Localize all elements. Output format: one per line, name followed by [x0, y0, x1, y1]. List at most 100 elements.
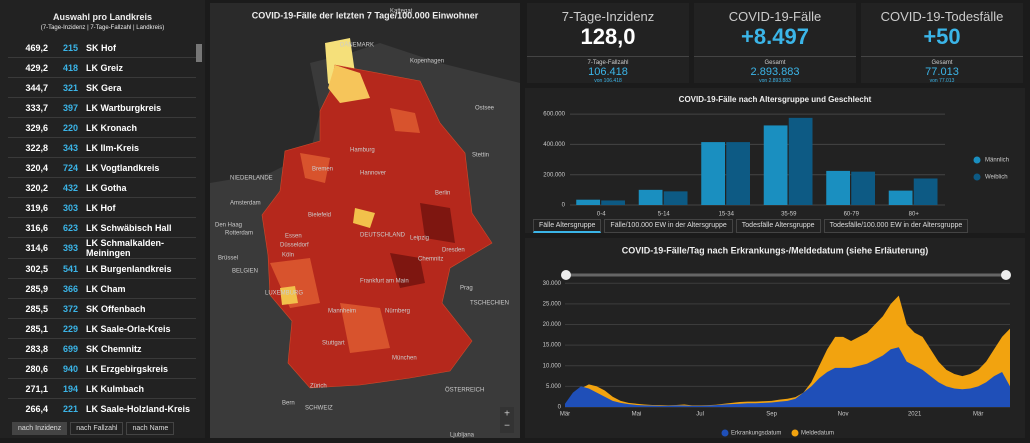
incidence: 429,2: [25, 62, 48, 73]
zoom-out[interactable]: −: [504, 421, 510, 432]
map: COVID-19-Fälle der letzten 7 Tage/100.00…: [210, 3, 520, 438]
bar: [826, 170, 850, 205]
incidence: 469,2: [25, 42, 48, 53]
district: SK Hof: [86, 42, 116, 53]
slider-handle[interactable]: [1001, 270, 1011, 280]
tab[interactable]: nach Fallzahl: [70, 422, 124, 435]
place-label: Den Haag: [215, 223, 242, 229]
tab[interactable]: Todesfälle/100.000 EW in der Altersgrupp…: [823, 219, 969, 233]
district: LK Schmalkalden-Meiningen: [86, 238, 165, 258]
kpi-card: COVID-19-Fälle +8.497 Gesamt 2.893.883 von 2…: [694, 3, 856, 84]
list-row[interactable]: 344,7 321 SK Gera: [8, 78, 196, 98]
list-row[interactable]: 320,4 724 LK Vogtlandkreis: [8, 158, 196, 178]
legend-swatch: [973, 156, 981, 164]
district: LK Burgenlandkreis: [86, 263, 172, 274]
x-tick-label: 60-79: [844, 212, 860, 218]
list-row[interactable]: 285,5 372 SK Offenbach: [8, 299, 196, 319]
place-label: Ostsee: [475, 106, 495, 112]
incidence: 314,6: [25, 243, 48, 253]
zoom-in[interactable]: +: [504, 409, 510, 420]
x-tick-label: Mär: [973, 412, 983, 418]
case-count: 699: [62, 343, 78, 354]
place-label: Zürich: [310, 384, 327, 390]
place-label: Dresden: [442, 248, 465, 254]
list-row[interactable]: 320,2 432 LK Gotha: [8, 178, 196, 198]
region: [328, 65, 370, 103]
list-row[interactable]: 469,2 215 SK Hof: [8, 38, 196, 58]
kpi-value: 128,0: [580, 24, 636, 49]
bar: [851, 171, 875, 205]
case-count: 220: [62, 122, 78, 133]
kpi-title: 7-Tage-Inzidenz: [561, 9, 655, 24]
district: LK Schwäbisch Hall: [86, 222, 172, 233]
case-count: 418: [62, 62, 78, 73]
kpi-sub-value: 106.418: [588, 66, 628, 78]
list-panel: Auswahl pro Landkreis (7-Tage-Inzidenz |…: [0, 0, 205, 438]
list-row[interactable]: 280,6 940 LK Erzgebirgskreis: [8, 359, 196, 379]
kpi-of: von 106.418: [594, 78, 622, 84]
kpi-sub-label: 7-Tage-Fallzahl: [527, 56, 689, 66]
y-tick-label: 30.000: [543, 281, 562, 287]
legend-swatch: [721, 429, 729, 437]
x-tick-label: 2021: [908, 412, 922, 418]
list-row[interactable]: 319,6 303 LK Hof: [8, 198, 196, 218]
case-count: 194: [62, 383, 78, 394]
case-count: 432: [62, 182, 78, 193]
district: LK Cham: [86, 283, 126, 294]
list-row[interactable]: 329,6 220 LK Kronach: [8, 118, 196, 138]
germany: [261, 64, 493, 389]
x-tick-label: 80+: [909, 212, 920, 218]
district: LK Saale-Holzland-Kreis: [86, 403, 191, 414]
bar: [726, 142, 750, 205]
place-label: Kopenhagen: [410, 59, 444, 65]
list-row[interactable]: 429,2 418 LK Greiz: [8, 58, 196, 78]
list-row[interactable]: 314,6 393 LK Schmalkalden-Meiningen: [8, 238, 196, 259]
case-count: 321: [62, 82, 78, 93]
district: SK Chemnitz: [86, 343, 142, 354]
tab[interactable]: nach Inzidenz: [12, 422, 68, 435]
legend-label: Erkrankungsdatum: [731, 431, 781, 437]
tab[interactable]: Fälle/100.000 EW in der Altersgruppe: [604, 219, 733, 233]
list-tabs: nach Inzidenz nach Fallzahl nach Name: [12, 422, 177, 435]
slider-handle[interactable]: [561, 270, 571, 280]
y-tick-label: 5.000: [546, 384, 562, 390]
x-tick-label: Mai: [632, 412, 642, 418]
case-count: 724: [62, 162, 78, 173]
place-label: Brüssel: [218, 256, 238, 262]
district: LK Hof: [86, 202, 116, 213]
scrollbar: [196, 44, 202, 62]
list-row[interactable]: 322,8 343 LK Ilm-Kreis: [8, 138, 196, 158]
list-row[interactable]: 283,8 699 SK Chemnitz: [8, 339, 196, 359]
incidence: 320,2: [25, 182, 48, 193]
chart-title: COVID-19-Fälle nach Altersgruppe und Ges…: [679, 95, 872, 104]
list-title: Auswahl pro Landkreis: [52, 12, 153, 22]
district: LK Saale-Orla-Kreis: [86, 323, 171, 334]
list-row[interactable]: 271,1 194 LK Kulmbach: [8, 379, 196, 399]
incidence: 320,4: [25, 162, 48, 173]
kpi-card: COVID-19-Todesfälle +50 Gesamt 77.013 von 77…: [861, 3, 1023, 84]
case-count: 940: [62, 363, 78, 374]
district: LK Kronach: [86, 122, 138, 133]
incidence: 283,8: [25, 343, 48, 354]
list-row[interactable]: 333,7 397 LK Wartburgkreis: [8, 98, 196, 118]
y-tick-label: 25.000: [543, 301, 562, 307]
list-row[interactable]: 266,4 221 LK Saale-Holzland-Kreis: [8, 399, 196, 418]
place-label: BELGIEN: [232, 269, 258, 275]
incidence: 329,6: [25, 122, 48, 133]
case-count: 229: [62, 323, 78, 334]
list-row[interactable]: 316,6 623 LK Schwäbisch Hall: [8, 218, 196, 238]
area: [565, 347, 1010, 407]
zoom-control[interactable]: [500, 407, 514, 433]
kpi-card: 7-Tage-Inzidenz 128,0 7-Tage-Fallzahl 106.4…: [527, 3, 689, 84]
list-row[interactable]: 285,9 366 LK Cham: [8, 279, 196, 299]
list-row[interactable]: 285,1 229 LK Saale-Orla-Kreis: [8, 319, 196, 339]
district: SK Gera: [86, 82, 122, 93]
legend-label: Weiblich: [985, 175, 1008, 181]
list-row[interactable]: 302,5 541 LK Burgenlandkreis: [8, 259, 196, 279]
place-label: Kattegat: [390, 9, 413, 15]
tab[interactable]: nach Name: [126, 422, 175, 435]
place-label: ÖSTERREICH: [445, 387, 484, 394]
tab[interactable]: Fälle Altersgruppe: [533, 219, 602, 233]
tab[interactable]: Todesfälle Altersgruppe: [735, 219, 821, 233]
place-label: Berlin: [435, 191, 450, 197]
